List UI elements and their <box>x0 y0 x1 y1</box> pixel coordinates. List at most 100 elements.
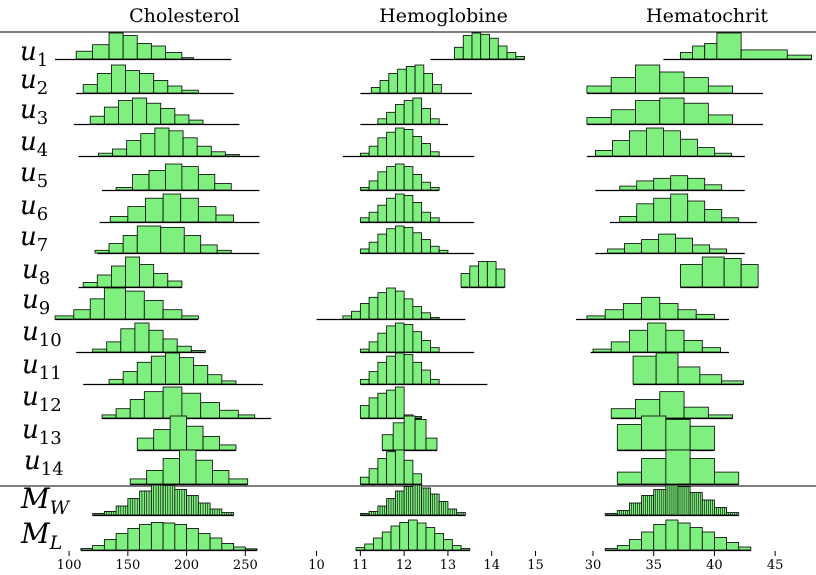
histogram-bar <box>604 309 624 320</box>
histogram-bar <box>115 186 133 191</box>
histogram-bar <box>586 85 612 94</box>
row-label: u5 <box>20 158 48 192</box>
row-label-symbol: u <box>24 446 41 476</box>
x-tick-label: 13 <box>440 558 457 573</box>
histogram-bar <box>181 57 195 60</box>
histogram-bar <box>381 531 392 551</box>
histogram-bar <box>181 392 202 419</box>
histogram-bar <box>162 458 180 485</box>
histogram-bar <box>221 512 235 516</box>
histogram-bar <box>421 142 431 157</box>
histogram-bar <box>740 264 759 288</box>
histogram-bar <box>451 545 462 551</box>
histogram-bar <box>244 548 258 551</box>
histogram-u11-panel-1 <box>359 352 488 386</box>
histogram-bar <box>224 154 240 157</box>
histogram-bar <box>368 296 379 320</box>
row-label-symbol: u <box>20 222 37 252</box>
row-u9: u9 <box>22 285 729 321</box>
histogram-bar <box>219 409 239 419</box>
histogram-bar <box>610 341 630 353</box>
histogram-bar <box>607 248 625 254</box>
histogram-bar <box>610 77 636 94</box>
histogram-bar <box>54 315 75 320</box>
histogram-bar <box>629 539 642 551</box>
row-label: MW <box>20 482 71 519</box>
histogram-bar <box>186 425 204 451</box>
histogram-bar <box>125 70 140 94</box>
histogram-bar <box>377 361 388 385</box>
histogram-bar <box>412 473 423 485</box>
histogram-bar <box>190 350 206 353</box>
row-label-symbol: u <box>20 158 37 188</box>
row-u4: u4 <box>20 127 745 161</box>
histogram-bar <box>368 145 379 157</box>
histogram-bar <box>179 449 197 485</box>
histogram-bar <box>174 114 190 125</box>
histogram-bar <box>670 193 689 223</box>
histogram-u6-panel-2 <box>610 193 757 224</box>
histogram-bar <box>169 415 187 451</box>
histogram-bar <box>430 217 440 223</box>
histogram-bar <box>148 329 164 353</box>
histogram-bar <box>394 127 405 157</box>
histogram-bar <box>689 425 715 451</box>
histogram-bar <box>162 338 178 353</box>
histogram-bar <box>412 306 423 320</box>
histogram-bar <box>786 54 812 60</box>
histogram-bar <box>641 458 667 485</box>
histogram-bar <box>394 322 405 353</box>
row-label: u8 <box>22 255 50 289</box>
histogram-bar <box>73 309 91 320</box>
histogram-bar <box>355 547 366 551</box>
histogram-bar <box>139 264 155 288</box>
histogram-bar <box>197 502 211 516</box>
histogram-u5-panel-1 <box>359 163 440 192</box>
histogram-bar <box>111 64 126 94</box>
histogram-bar <box>629 329 649 353</box>
histogram-bar <box>704 208 723 223</box>
histogram-bar <box>129 398 145 419</box>
histogram-bar <box>412 201 423 223</box>
histogram-bar <box>641 296 661 320</box>
histogram-bar <box>430 151 440 157</box>
histogram-bar <box>641 415 667 451</box>
histogram-bar <box>392 422 405 451</box>
histogram-bar <box>471 32 482 60</box>
histogram-bar <box>197 206 217 223</box>
histogram-bar <box>604 548 618 551</box>
row-MW: MW <box>20 482 740 519</box>
histogram-bar <box>709 248 727 254</box>
histogram-bar <box>414 418 427 451</box>
histogram-bar <box>425 437 438 451</box>
histogram-bar <box>386 355 396 385</box>
histogram-bar <box>115 408 131 419</box>
histogram-MW-panel-2 <box>604 484 740 517</box>
histogram-bar <box>689 458 715 485</box>
histogram-bar <box>421 312 431 320</box>
row-label: u4 <box>20 127 48 161</box>
histogram-bar <box>635 398 661 419</box>
histogram-bar <box>595 149 613 157</box>
histogram-bar <box>423 73 433 94</box>
histogram-bar <box>186 528 199 551</box>
histogram-bar <box>629 130 647 157</box>
histogram-u4-panel-2 <box>586 127 745 158</box>
histogram-MW-panel-0 <box>92 484 235 517</box>
histogram-bar <box>616 471 642 485</box>
histogram-bar <box>636 203 655 223</box>
row-label: ML <box>20 517 62 554</box>
histogram-bar <box>92 348 108 353</box>
histogram-bar <box>386 111 396 125</box>
histogram-bar <box>150 45 166 60</box>
histogram-ML-panel-1 <box>355 519 471 552</box>
histogram-bar <box>403 415 416 451</box>
histogram-bar <box>403 194 414 223</box>
histogram-bar <box>462 35 473 60</box>
histogram-bar <box>112 148 128 157</box>
histogram-bar <box>167 85 183 94</box>
histogram-bar <box>677 522 691 551</box>
histogram-bar <box>692 244 710 254</box>
histogram-bar <box>460 548 471 551</box>
histogram-bar <box>181 89 199 94</box>
